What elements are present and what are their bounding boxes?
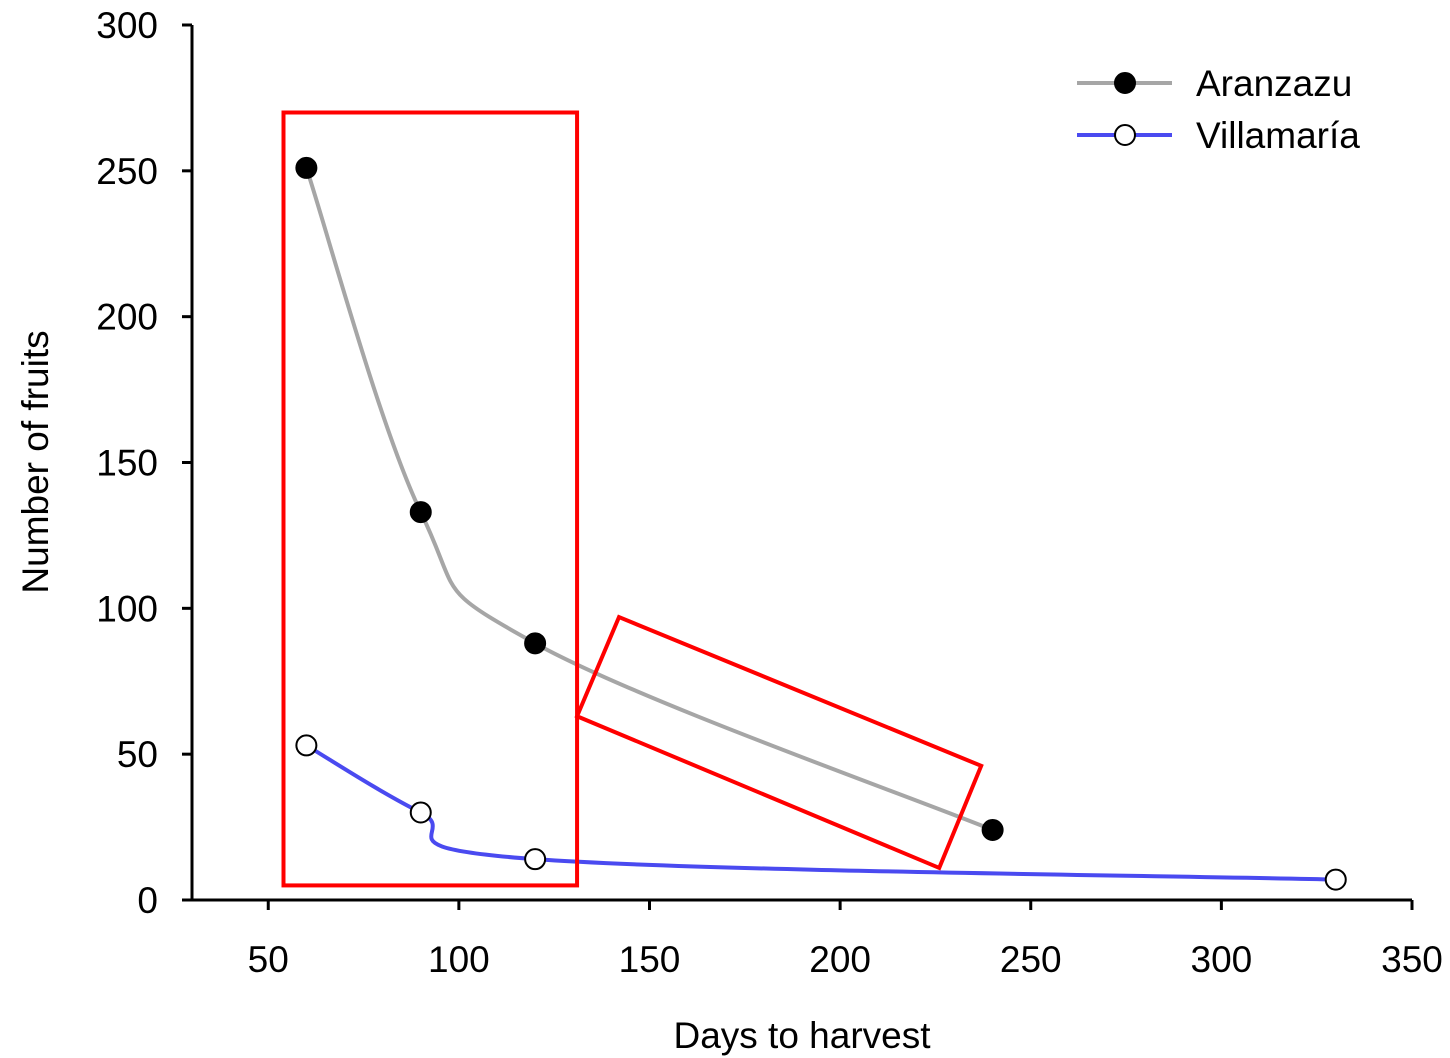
x-tick-label: 200 xyxy=(809,939,871,980)
x-tick-label: 150 xyxy=(619,939,681,980)
series-0-point xyxy=(295,156,318,179)
y-tick-label: 250 xyxy=(96,151,158,192)
x-axis-title: Days to harvest xyxy=(673,1015,931,1056)
ticks-layer: 50 100 150 200 250 300 350 0 50 100 150 200 250 300 xyxy=(96,5,1443,980)
series-line-0 xyxy=(304,167,994,832)
y-tick-label: 0 xyxy=(137,880,158,921)
y-tick-label: 300 xyxy=(96,5,158,46)
series-1-point xyxy=(409,801,432,824)
series-1-point xyxy=(524,848,547,871)
legend-marker-1 xyxy=(1114,124,1136,146)
axes-layer xyxy=(190,25,1412,902)
y-tick-label: 150 xyxy=(96,443,158,484)
y-tick-label: 200 xyxy=(96,297,158,338)
x-tick-label: 300 xyxy=(1191,939,1253,980)
y-tick-label: 100 xyxy=(96,588,158,629)
legend-label-1: Villamaría xyxy=(1196,115,1360,156)
highlight-box-1 xyxy=(574,614,984,871)
series-1-point xyxy=(1324,868,1347,891)
series-layer xyxy=(304,167,1336,882)
x-tick-label: 50 xyxy=(248,939,289,980)
series-line-1 xyxy=(305,743,1336,882)
highlight-box-0 xyxy=(281,110,580,888)
legend: Aranzazu Villamaría xyxy=(1077,63,1360,156)
annotation-layer xyxy=(281,110,1347,891)
series-0-point xyxy=(524,632,547,655)
series-0-point xyxy=(409,501,432,524)
legend-label-0: Aranzazu xyxy=(1196,63,1352,104)
x-tick-label: 250 xyxy=(1000,939,1062,980)
x-tick-label: 100 xyxy=(428,939,490,980)
legend-marker-0 xyxy=(1114,72,1136,94)
series-0-point xyxy=(981,819,1004,841)
y-axis-title: Number of fruits xyxy=(15,330,56,593)
x-tick-label: 350 xyxy=(1381,939,1443,980)
y-tick-label: 50 xyxy=(117,734,158,775)
series-1-point xyxy=(295,734,318,757)
